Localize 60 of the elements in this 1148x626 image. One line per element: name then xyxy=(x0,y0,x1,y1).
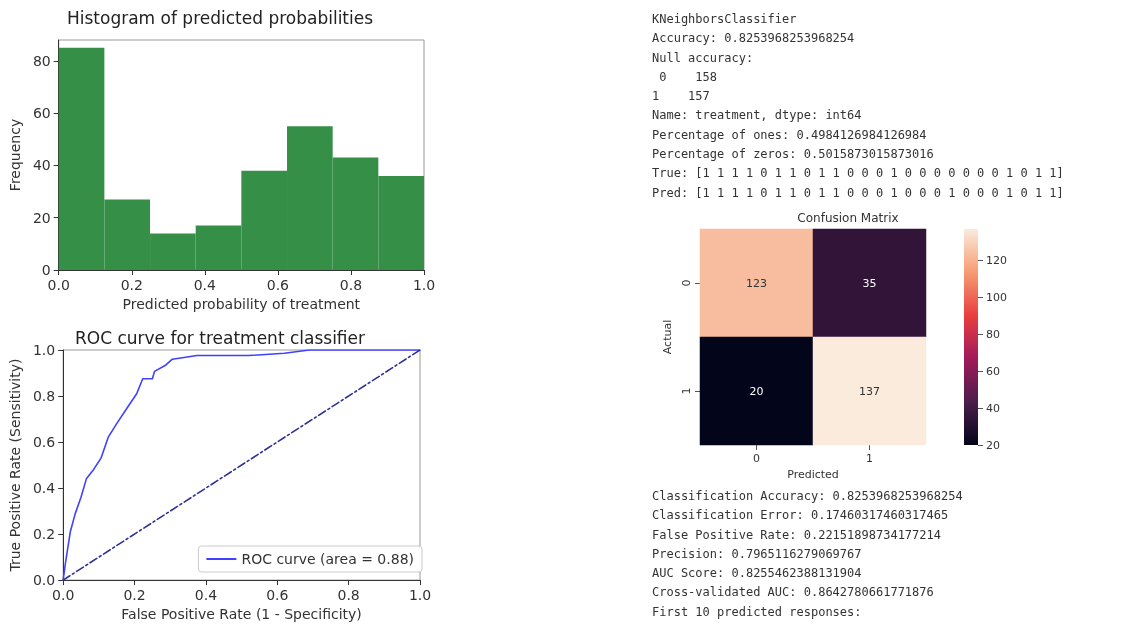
data-label: 20 xyxy=(749,384,764,398)
text: True: [1 1 1 1 0 1 1 0 1 1 0 0 0 1 0 0 0 0 0 0 0 1 0 1 1] xyxy=(652,165,1065,183)
y-tick-label: 0.4 xyxy=(32,480,56,497)
chart-title: Histogram of predicted probabilities xyxy=(66,7,374,28)
x-tick-label: 0.6 xyxy=(266,587,289,604)
data-label: 35 xyxy=(862,276,877,290)
x-tick-label: 1.0 xyxy=(408,587,432,604)
y-tick-label: 60 xyxy=(32,105,51,122)
color-bar-label: 20 xyxy=(986,438,1000,452)
chart-title: Confusion Matrix xyxy=(797,211,899,225)
text: First 10 predicted responses: xyxy=(652,603,863,621)
color-bar-label: 120 xyxy=(986,253,1007,267)
data-label: 123 xyxy=(746,276,767,290)
x-tick-label: 0.0 xyxy=(52,587,75,604)
color-bar-label: 40 xyxy=(986,401,1000,415)
text: Name: treatment, dtype: int64 xyxy=(652,107,863,125)
x-axis-title: False Positive Rate (1 - Specificity) xyxy=(121,606,362,622)
y-tick-label: 20 xyxy=(32,209,51,226)
text: Accuracy: 0.8253968253968254 xyxy=(652,30,856,48)
text: Percentage of zeros: 0.5015873015873016 xyxy=(652,146,935,164)
y-tick-label: 0.8 xyxy=(32,388,56,405)
text: Classification Error: 0.17460317460317465 xyxy=(652,507,950,525)
text: Classification Accuracy: 0.8253968253968254 xyxy=(652,488,964,505)
x-tick-label: 0.8 xyxy=(337,587,360,604)
text: 0 158 xyxy=(658,68,719,86)
x-axis-title: Predicted probability of treatment xyxy=(122,295,361,312)
text: Cross-validated AUC: 0.8642780661771876 xyxy=(652,584,935,602)
text: Precision: 0.7965116279069767 xyxy=(652,545,863,563)
data-label: 137 xyxy=(859,384,880,398)
text: KNeighborsClassifier xyxy=(652,11,798,28)
color-bar-label: 60 xyxy=(986,364,1000,378)
x-axis-title: Predicted xyxy=(787,467,839,481)
legend-label: ROC curve (area = 0.88) xyxy=(241,551,414,567)
text: Pred: [1 1 1 1 0 1 1 0 1 1 0 0 0 1 0 0 0 1 0 0 0 1 0 1 1] xyxy=(652,184,1065,202)
text: 1 157 xyxy=(652,88,711,106)
text: AUC Score: 0.8255462388131904 xyxy=(652,565,863,583)
color-bar-label: 80 xyxy=(986,327,1000,341)
color-bar-label: 100 xyxy=(986,290,1007,304)
y-tick-label: 0.0 xyxy=(32,572,56,589)
x-tick-label: 1.0 xyxy=(412,277,436,293)
y-tick-label: 40 xyxy=(32,157,51,174)
y-tick-label: 0 xyxy=(41,262,51,278)
y-axis-title: Frequency xyxy=(7,118,23,192)
y-axis-title: True Positive Rate (Sensitivity) xyxy=(7,358,23,573)
chart-title: ROC curve for treatment classifier xyxy=(74,327,366,348)
y-axis-title: Actual xyxy=(661,319,675,355)
y-tick-label: 0.6 xyxy=(32,434,56,451)
x-tick-label: 0.8 xyxy=(339,277,363,293)
x-tick-label: 0.4 xyxy=(193,277,217,293)
y-tick-label: 80 xyxy=(32,52,51,69)
x-tick-label: 0.2 xyxy=(120,277,143,293)
text: Null accuracy: xyxy=(652,49,755,67)
x-tick-label: 0.0 xyxy=(47,277,70,293)
x-tick-label: 0.4 xyxy=(194,587,218,604)
y-tick-label: 0.2 xyxy=(32,526,56,543)
x-tick-label: 0.6 xyxy=(266,277,290,293)
text: False Positive Rate: 0.22151898734177214 xyxy=(652,526,942,544)
y-tick-label: 1.0 xyxy=(32,342,56,358)
x-tick-label: 0.2 xyxy=(123,587,146,604)
text: Percentage of ones: 0.4984126984126984 xyxy=(652,126,928,144)
